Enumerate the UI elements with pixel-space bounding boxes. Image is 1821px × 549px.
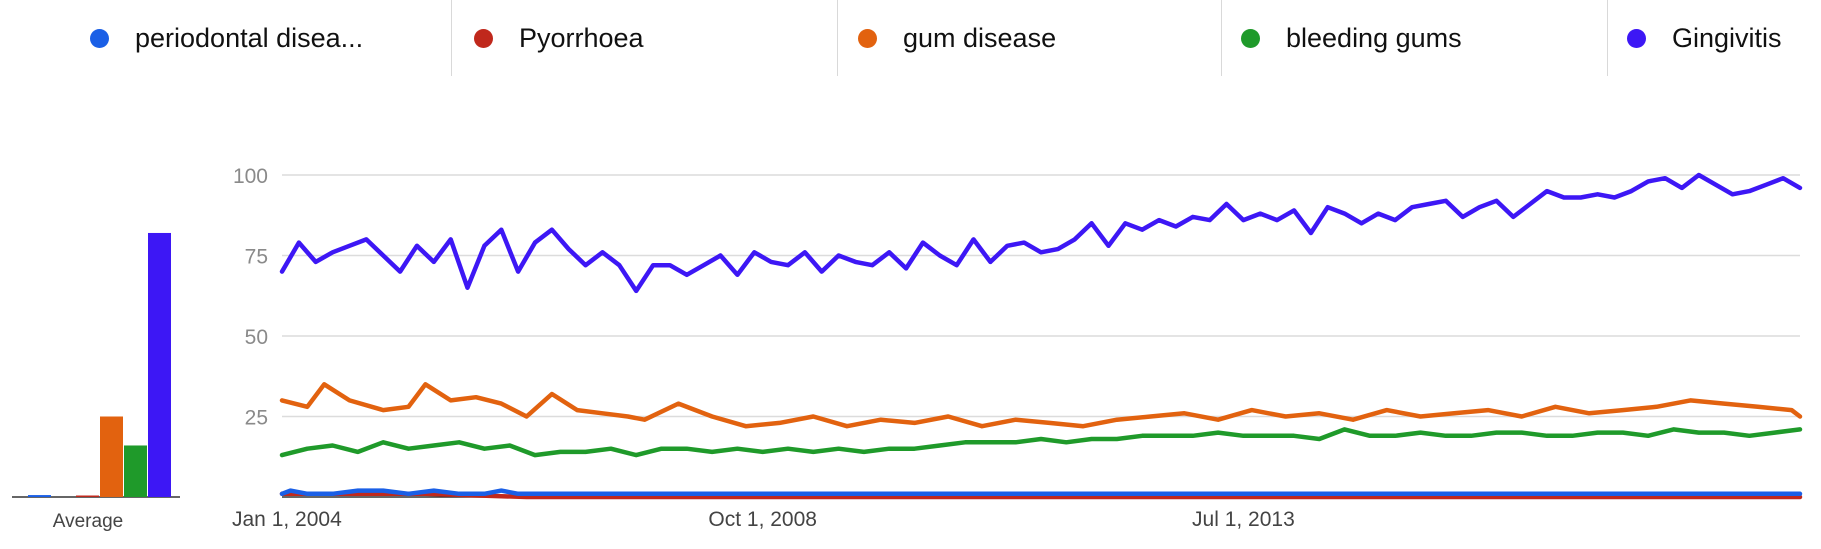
legend-item-bleeding-gums[interactable]: bleeding gums [1241, 0, 1462, 76]
legend-marker-icon [474, 28, 493, 48]
legend-divider [837, 0, 838, 76]
y-tick-label: 50 [245, 326, 268, 349]
legend-item-periodontal[interactable]: periodontal disea... [90, 0, 363, 76]
legend: periodontal disea... Pyorrhoea gum disea… [0, 0, 1821, 76]
legend-item-gingivitis[interactable]: Gingivitis [1627, 0, 1782, 76]
legend-label: Gingivitis [1672, 22, 1782, 53]
series-line [279, 427, 1803, 458]
legend-divider [451, 0, 452, 76]
y-tick-label: 100 [233, 165, 268, 188]
average-bar [76, 495, 99, 497]
legend-label: gum disease [903, 22, 1057, 53]
legend-marker-icon [858, 28, 877, 48]
legend-marker-icon [90, 28, 109, 48]
legend-marker-icon [1627, 28, 1646, 48]
legend-divider [1607, 0, 1608, 76]
inset-axis-label: Average [53, 511, 123, 532]
x-tick-label: Jan 1, 2004 [232, 508, 342, 531]
x-tick-label: Jul 1, 2013 [1192, 508, 1295, 531]
y-tick-label: 25 [245, 407, 268, 430]
average-bar [100, 416, 123, 497]
average-bar [28, 495, 51, 497]
legend-label: Pyorrhoea [519, 22, 644, 53]
x-tick-label: Oct 1, 2008 [708, 508, 817, 531]
average-bar [124, 445, 147, 497]
legend-item-gum-disease[interactable]: gum disease [858, 0, 1056, 76]
average-bar [148, 232, 171, 497]
legend-label: bleeding gums [1286, 22, 1462, 53]
legend-item-pyorrhoea[interactable]: Pyorrhoea [474, 0, 644, 76]
series-line [279, 172, 1803, 294]
series-line [279, 488, 1803, 497]
series-line [279, 382, 1803, 429]
legend-marker-icon [1241, 28, 1260, 48]
legend-label: periodontal disea... [135, 22, 364, 53]
y-tick-label: 75 [245, 246, 268, 269]
legend-divider [1221, 0, 1222, 76]
